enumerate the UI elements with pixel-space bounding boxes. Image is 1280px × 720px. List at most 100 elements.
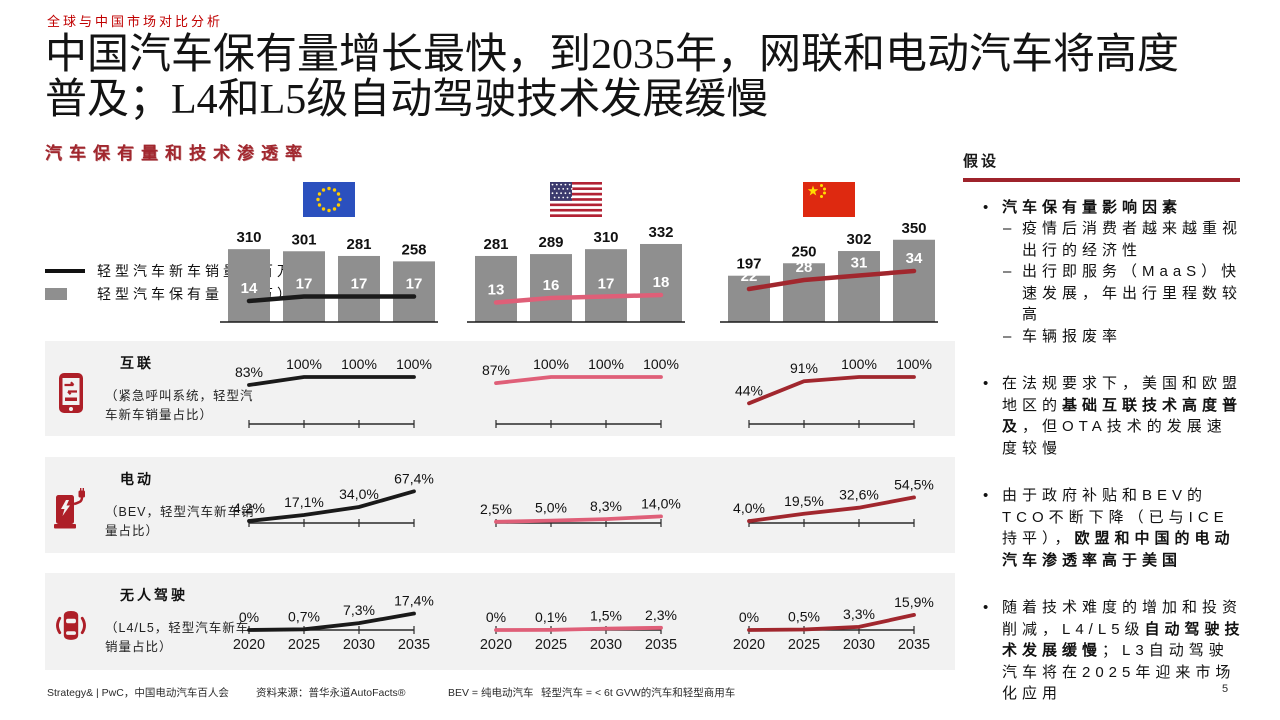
svg-text:2035: 2035	[898, 637, 930, 653]
parc-bar	[475, 255, 517, 322]
tech-row-electric: 电动 （BEV，轻型汽车新车销量占比） 4,2% 17,1% 34,0% 67,4% 2…	[45, 457, 955, 553]
svg-text:281: 281	[346, 236, 371, 253]
svg-text:0%: 0%	[239, 609, 259, 625]
row-title-electric: 电动	[120, 471, 154, 487]
svg-text:0,5%: 0,5%	[788, 609, 820, 625]
page-title: 中国汽车保有量增长最快，到2035年，网联和电动汽车将高度 普及；L4和L5级自…	[45, 33, 1179, 123]
svg-text:83%: 83%	[235, 364, 263, 380]
penetration-chart-电动-中国: 4,0% 19,5% 32,6% 54,5%	[733, 476, 934, 527]
svg-text:100%: 100%	[286, 356, 322, 372]
svg-text:18: 18	[653, 274, 670, 291]
sales-line	[246, 294, 417, 304]
row-desc-electric: （BEV，轻型汽车新车销量占比）	[105, 505, 255, 538]
ev-charger-icon	[54, 488, 85, 529]
penetration-chart-无人驾驶-欧盟: 0% 0,7% 7,3% 17,4% 2020 2025 2030 2035	[233, 592, 434, 653]
svg-text:0,1%: 0,1%	[535, 609, 567, 625]
svg-text:100%: 100%	[588, 356, 624, 372]
parc-bar	[338, 255, 380, 322]
svg-text:34: 34	[906, 250, 923, 267]
svg-text:310: 310	[593, 229, 618, 246]
parc-bar	[728, 275, 770, 322]
svg-text:2020: 2020	[480, 637, 512, 653]
page-number: 5	[1222, 683, 1229, 695]
svg-text:100%: 100%	[841, 356, 877, 372]
svg-text:31: 31	[851, 255, 868, 272]
penetration-chart-互联-美国: 87% 100% 100% 100%	[482, 356, 679, 428]
svg-text:17: 17	[296, 276, 313, 293]
svg-text:2025: 2025	[788, 637, 820, 653]
svg-text:3,3%: 3,3%	[843, 606, 875, 622]
sidebar-bullet: • 随着技术难度的增加和投资削减，L4/L5级自动驾驶技术发展缓慢；L3自动驾驶汽…	[983, 599, 1245, 702]
svg-text:28: 28	[796, 259, 813, 276]
svg-text:281: 281	[483, 236, 508, 253]
svg-text:5,0%: 5,0%	[535, 500, 567, 516]
chart-section-title: 汽车保有量和技术渗透率	[45, 144, 309, 163]
footer-source: 资料来源：普华永道AutoFacts®	[256, 687, 406, 699]
line-series-swatch-icon	[45, 269, 85, 273]
svg-text:16: 16	[543, 277, 560, 294]
penetration-line	[747, 495, 916, 523]
tech-row-connectivity: 互联 （紧急呼叫系统，轻型汽车新车销量占比） 83% 100% 100% 100% 87…	[45, 341, 955, 436]
svg-text:17: 17	[598, 276, 615, 293]
penetration-line	[747, 375, 916, 406]
svg-text:91%: 91%	[790, 360, 818, 376]
svg-text:7,3%: 7,3%	[343, 602, 375, 618]
big-star-icon	[807, 185, 819, 196]
svg-text:2030: 2030	[843, 637, 875, 653]
svg-text:2035: 2035	[398, 637, 430, 653]
svg-text:258: 258	[401, 241, 426, 258]
penetration-line	[494, 625, 663, 632]
tech-row-autonomous: 无人驾驶 （L4/L5，轻型汽车新车销量占比） 0% 0,7% 7,3% 17,4% 2…	[45, 573, 955, 670]
sidebar-bullet: – 疫情后消费者越来越重视出行的经济性	[1003, 220, 1243, 259]
us-flag-icon	[550, 182, 602, 217]
assumptions-divider	[963, 178, 1240, 182]
parc-bar	[640, 243, 682, 322]
svg-text:8,3%: 8,3%	[590, 498, 622, 514]
penetration-line	[494, 375, 663, 385]
svg-text:15,9%: 15,9%	[894, 594, 934, 610]
parc-sales-chart-cn: 197 250 302 350 22 28 31 34	[720, 220, 938, 323]
page-title-line1: 中国汽车保有量增长最快，到2035年，网联和电动汽车将高度	[45, 32, 1180, 78]
svg-text:0,7%: 0,7%	[288, 608, 320, 624]
footer-note-bev: BEV = 纯电动汽车	[448, 687, 534, 699]
svg-text:34,0%: 34,0%	[339, 486, 379, 502]
svg-text:32,6%: 32,6%	[839, 487, 879, 503]
parc-bar	[228, 249, 270, 322]
parc-bar	[585, 249, 627, 322]
row-desc-connectivity: （紧急呼叫系统，轻型汽车新车销量占比）	[105, 389, 254, 422]
svg-text:0%: 0%	[486, 609, 506, 625]
svg-text:301: 301	[291, 231, 316, 248]
svg-text:2020: 2020	[733, 637, 765, 653]
svg-text:2030: 2030	[343, 637, 375, 653]
footer-note-lv: 轻型汽车 = < 6t GVW的汽车和轻型商用车	[541, 687, 736, 699]
svg-text:350: 350	[901, 220, 926, 237]
page-title-line2: 普及；L4和L5级自动驾驶技术发展缓慢	[45, 77, 769, 123]
svg-text:100%: 100%	[896, 356, 932, 372]
parc-bar	[838, 251, 880, 322]
parc-bar	[530, 254, 572, 322]
sidebar-bullet: – 车辆报废率	[1003, 327, 1123, 345]
parc-sales-chart-eu: 310 301 281 258 14 17 17 17	[220, 229, 438, 323]
svg-text:87%: 87%	[482, 362, 510, 378]
row-desc-autonomous: （L4/L5，轻型汽车新车销量占比）	[105, 621, 250, 654]
eu-flag-icon	[303, 182, 355, 217]
svg-text:0%: 0%	[739, 609, 759, 625]
svg-text:2,3%: 2,3%	[645, 607, 677, 623]
assumptions-title: 假设	[963, 153, 1000, 170]
svg-text:17,4%: 17,4%	[394, 592, 434, 608]
eyebrow-label: 全球与中国市场对比分析	[47, 14, 224, 29]
penetration-line	[747, 613, 916, 632]
parc-bar	[893, 239, 935, 322]
svg-text:17: 17	[406, 276, 423, 293]
sidebar-bullet: • 由于政府补贴和BEV的TCO不断下降（已与ICE持平），欧盟和中国的电动汽车渗…	[983, 487, 1235, 569]
svg-text:2030: 2030	[590, 637, 622, 653]
svg-text:302: 302	[846, 231, 871, 248]
cn-flag-icon	[803, 182, 855, 217]
svg-text:2025: 2025	[535, 637, 567, 653]
penetration-line	[247, 375, 416, 387]
svg-text:4,2%: 4,2%	[233, 500, 265, 516]
sales-line	[493, 292, 664, 305]
assumptions-panel: 假设 • 汽车保有量影响因素 – 疫情后消费者越来越重视出行的经济性 – 出行即服务（Ma…	[963, 150, 1245, 705]
penetration-chart-互联-中国: 44% 91% 100% 100%	[735, 356, 932, 428]
svg-text:4,0%: 4,0%	[733, 500, 765, 516]
